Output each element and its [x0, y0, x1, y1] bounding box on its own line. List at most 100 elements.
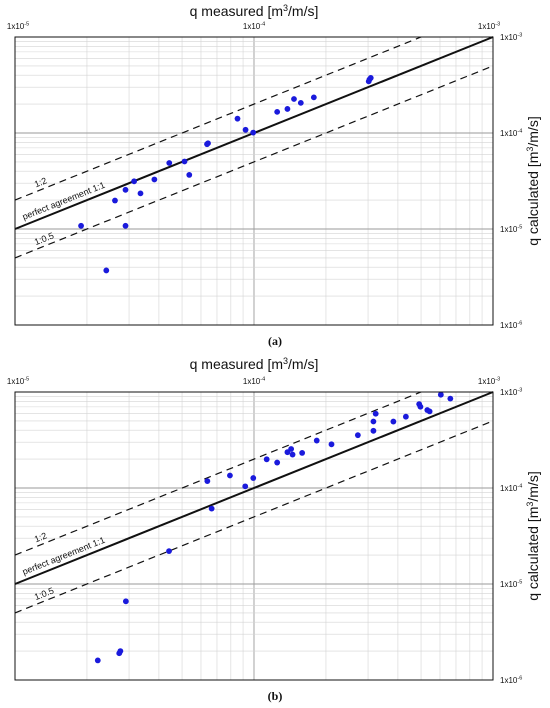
y-tick-label: 1x10-6	[500, 321, 522, 331]
panel-label: (b)	[268, 689, 283, 703]
y-tick-label: 1x10-3	[500, 33, 522, 43]
x-tick-label: 1x10-4	[243, 22, 265, 32]
data-point	[291, 96, 297, 102]
data-point	[297, 99, 304, 106]
data-point	[122, 222, 129, 229]
y-tick-base: 1x10	[500, 321, 518, 330]
reference-line-1-0-5	[14, 65, 494, 259]
data-point	[242, 483, 249, 490]
data-point	[78, 222, 84, 229]
x-tick-exponent: -4	[260, 22, 265, 28]
x-tick-label: 1x10-4	[243, 377, 265, 387]
data-point	[313, 437, 320, 444]
data-point	[250, 129, 257, 136]
data-point	[181, 158, 188, 165]
y-axis-title-sup: 3	[525, 147, 535, 152]
data-point	[284, 106, 291, 112]
y-tick-base: 1x10	[500, 33, 518, 42]
data-point	[354, 432, 361, 439]
data-point	[186, 172, 193, 178]
data-point	[208, 505, 215, 512]
x-axis-title-end: /m/s]	[288, 3, 318, 19]
y-axis-title-text: q calculated [m	[525, 507, 541, 601]
data-point	[288, 446, 295, 452]
x-tick-label: 1x10-3	[478, 22, 500, 32]
data-point	[370, 418, 377, 425]
grid	[15, 37, 493, 325]
data-point	[263, 456, 270, 463]
reference-line-1-2	[14, 36, 422, 201]
x-tick-exponent: -4	[260, 377, 265, 383]
data-point	[204, 478, 211, 484]
y-axis-title: q calculated [m3/m/s]	[525, 116, 541, 246]
data-point	[151, 176, 158, 183]
y-tick-base: 1x10	[500, 129, 518, 138]
grid	[15, 392, 493, 680]
x-tick-base: 1x10	[478, 377, 496, 386]
data-point	[94, 657, 101, 664]
data-point	[112, 197, 118, 204]
reference-line-1-2	[14, 391, 422, 556]
x-axis-title-sup: 3	[283, 3, 288, 13]
data-point	[367, 74, 374, 81]
data-point	[310, 94, 317, 101]
x-axis-title-end: /m/s]	[288, 356, 318, 372]
y-tick-base: 1x10	[500, 484, 518, 493]
y-tick-label: 1x10-3	[500, 388, 522, 398]
data-point	[274, 108, 281, 115]
y-axis-title-text: q calculated [m	[525, 152, 541, 246]
reference-line-label: 1:2	[33, 175, 48, 189]
y-tick-label: 1x10-6	[500, 676, 522, 686]
data-point	[227, 472, 233, 479]
data-point	[328, 441, 335, 448]
panel-label: (a)	[268, 334, 282, 348]
data-point	[370, 427, 377, 434]
x-axis-title-text: q measured [m	[190, 356, 283, 372]
x-tick-base: 1x10	[243, 377, 261, 386]
y-tick-exponent: -5	[517, 580, 522, 586]
y-tick-base: 1x10	[500, 676, 518, 685]
data-point	[204, 141, 210, 148]
y-tick-exponent: -6	[517, 321, 522, 327]
data-point	[437, 391, 444, 398]
y-axis-title-end: /m/s]	[525, 116, 541, 146]
y-axis-title-sup: 3	[525, 502, 535, 507]
y-tick-exponent: -3	[517, 388, 522, 394]
data-point	[242, 126, 249, 133]
y-axis-title-end: /m/s]	[525, 471, 541, 501]
plot-frame	[14, 36, 494, 326]
y-tick-base: 1x10	[500, 580, 518, 589]
x-tick-exponent: -5	[24, 377, 29, 383]
y-tick-exponent: -5	[517, 225, 522, 231]
data-point	[166, 548, 172, 555]
data-point	[234, 115, 241, 122]
data-point	[137, 190, 144, 197]
data-point	[117, 648, 124, 654]
y-tick-base: 1x10	[500, 225, 518, 234]
reference-line-1-1	[14, 391, 494, 585]
data-point	[131, 178, 138, 185]
y-tick-label: 1x10-5	[500, 580, 522, 590]
y-tick-label: 1x10-4	[500, 129, 522, 139]
x-tick-base: 1x10	[243, 22, 261, 31]
x-tick-base: 1x10	[7, 377, 25, 386]
y-tick-label: 1x10-4	[500, 484, 522, 494]
plot-frame	[14, 391, 494, 681]
data-point	[417, 403, 424, 410]
x-tick-base: 1x10	[7, 22, 25, 31]
y-tick-exponent: -6	[517, 676, 522, 682]
data-point	[390, 418, 397, 425]
x-axis-title: q measured [m3/m/s]	[190, 3, 319, 19]
data-point	[289, 451, 296, 458]
data-point	[299, 450, 306, 456]
data-point	[426, 408, 433, 415]
data-point	[447, 395, 454, 402]
x-axis-title-sup: 3	[283, 356, 288, 366]
y-tick-exponent: -4	[517, 129, 522, 135]
y-tick-label: 1x10-5	[500, 225, 522, 235]
x-tick-exponent: -3	[495, 377, 500, 383]
y-tick-exponent: -3	[517, 33, 522, 39]
